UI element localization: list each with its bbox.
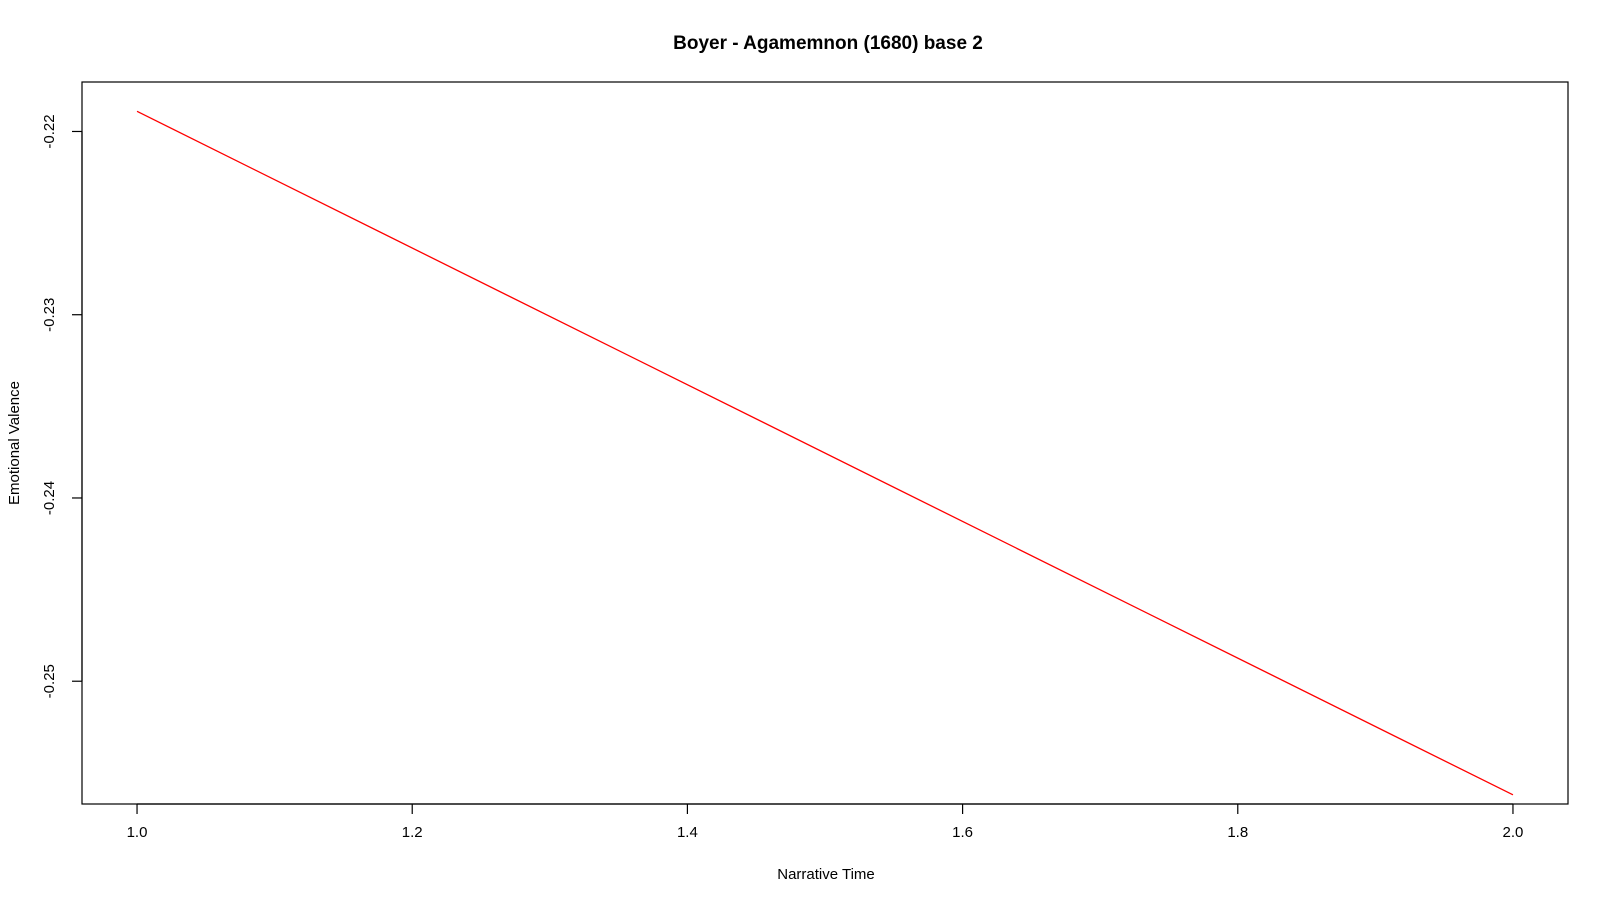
series-line [136,110,1514,796]
x-tick-label: 1.6 [952,824,973,841]
x-axis-label: Narrative Time [777,866,875,883]
x-axis: 1.0 1.2 1.4 1.6 1.8 2.0 [127,803,1524,841]
y-tick-label: -0.25 [41,664,58,698]
y-tick-label: -0.23 [41,298,58,332]
plot-frame [81,81,1569,805]
x-tick-label: 1.0 [127,824,148,841]
chart-title: Boyer - Agamemnon (1680) base 2 [673,33,983,54]
x-tick-label: 1.4 [677,824,698,841]
x-tick-label: 1.2 [402,824,423,841]
y-tick-label: -0.24 [41,481,58,515]
x-tick-label: 1.8 [1227,824,1248,841]
y-axis-label: Emotional Valence [6,381,23,505]
series-layer [136,110,1514,796]
y-tick-label: -0.22 [41,114,58,148]
x-tick-label: 2.0 [1503,824,1524,841]
y-axis: -0.22 -0.23 -0.24 -0.25 [41,114,83,698]
